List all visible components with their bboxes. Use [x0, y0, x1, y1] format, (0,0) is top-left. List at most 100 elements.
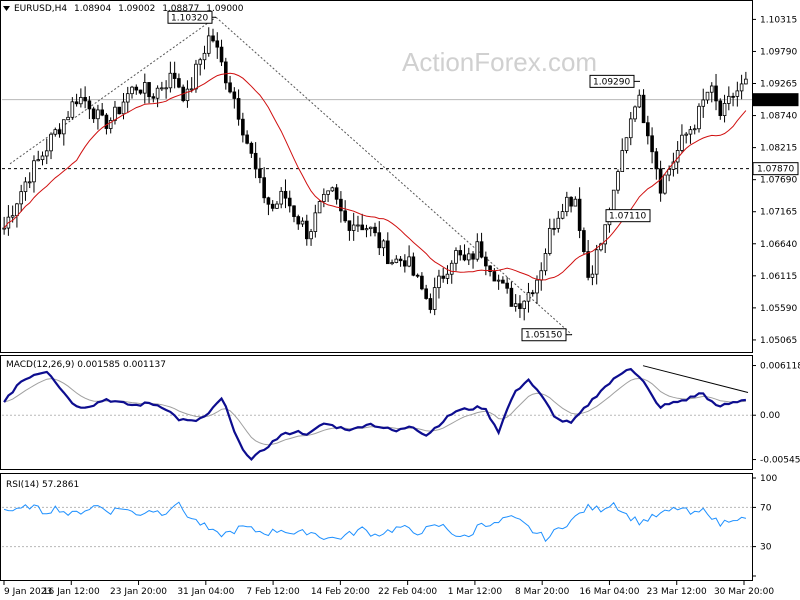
- candle: [398, 255, 403, 267]
- candle: [270, 200, 275, 212]
- candle: [641, 89, 646, 124]
- candle: [151, 93, 156, 103]
- candle: [66, 111, 70, 121]
- time-tick-label: 16 Jan 12:00: [43, 587, 100, 597]
- candle-body: [547, 227, 552, 254]
- candle-body: [309, 231, 313, 240]
- candle: [471, 251, 475, 269]
- candle: [317, 200, 322, 214]
- candle: [343, 200, 347, 223]
- macd-title: MACD(12,26,9) 0.001585 0.001137: [6, 360, 166, 370]
- candle-body: [471, 253, 475, 260]
- candle-body: [177, 78, 181, 88]
- rsi-line: [3, 501, 747, 543]
- price-tick-label: 1.10315: [760, 15, 797, 25]
- candle: [313, 204, 318, 238]
- candle-body: [10, 215, 15, 218]
- candle: [437, 269, 441, 299]
- open-value: 1.08904: [74, 4, 111, 14]
- candle-body: [168, 72, 173, 89]
- candle: [304, 214, 309, 246]
- candle: [535, 275, 539, 305]
- candle: [287, 190, 292, 213]
- candle-body: [727, 95, 731, 104]
- candle: [138, 89, 143, 95]
- candle: [714, 73, 718, 111]
- annotation-label: 1.10320: [171, 13, 208, 23]
- price-tick-label: 1.05065: [760, 336, 797, 346]
- candle-body: [441, 275, 446, 279]
- candle: [202, 45, 207, 70]
- candle-body: [373, 226, 377, 234]
- candle-body: [296, 216, 301, 225]
- candle: [432, 277, 437, 316]
- candle: [189, 77, 194, 93]
- candle: [339, 191, 343, 223]
- candle-body: [539, 270, 544, 281]
- candle-body: [360, 224, 365, 231]
- candle-body: [488, 265, 492, 272]
- candle-body: [420, 275, 424, 290]
- candle: [258, 157, 262, 184]
- candle-body: [705, 91, 710, 101]
- time-tick-label: 9 Jan 2023: [4, 587, 52, 597]
- candle-body: [484, 256, 488, 267]
- candle: [654, 148, 659, 180]
- macd-line: [3, 367, 746, 461]
- candle-body: [223, 61, 228, 84]
- candle-body: [2, 227, 6, 230]
- candle-body: [79, 97, 83, 105]
- candle-body: [684, 133, 688, 136]
- candle-body: [108, 120, 113, 129]
- candle-body: [100, 109, 104, 116]
- candle-body: [577, 198, 582, 231]
- candle: [91, 106, 96, 123]
- price-annotation: 1.07110: [605, 209, 651, 223]
- candle: [198, 57, 203, 76]
- candle-body: [543, 253, 548, 272]
- candle-body: [258, 168, 262, 179]
- price-tick-label: 1.09265: [760, 80, 797, 90]
- candle: [32, 155, 36, 193]
- time-tick-label: 31 Jan 04:00: [177, 587, 234, 597]
- price-tick-label: 1.09790: [760, 47, 797, 57]
- candle: [309, 228, 313, 246]
- candle: [300, 217, 305, 227]
- title-triangle-icon: [3, 6, 10, 11]
- candle-body: [714, 85, 718, 102]
- candle: [709, 82, 714, 103]
- candle-body: [654, 151, 659, 170]
- candle-body: [573, 198, 578, 207]
- candle: [177, 73, 181, 89]
- candle: [70, 97, 75, 120]
- candle: [590, 265, 595, 286]
- candle-body: [83, 97, 87, 102]
- candle-body: [411, 256, 416, 276]
- candle: [462, 244, 467, 262]
- candle-body: [692, 128, 697, 131]
- candle: [441, 267, 446, 283]
- candle: [117, 106, 122, 115]
- time-tick-label: 30 Mar 20:00: [714, 587, 774, 597]
- candle-body: [428, 298, 433, 310]
- candle: [513, 294, 518, 312]
- candle-body: [479, 241, 484, 258]
- candle-body: [228, 82, 232, 93]
- candle-body: [74, 101, 79, 105]
- candle-body: [189, 88, 194, 91]
- candle-body: [458, 250, 463, 256]
- candle: [650, 127, 654, 164]
- candle-body: [701, 99, 706, 107]
- candle: [40, 151, 45, 166]
- candle: [168, 61, 173, 93]
- candle-body: [121, 101, 126, 115]
- candle-body: [526, 292, 531, 302]
- candle-body: [505, 282, 509, 289]
- candle: [543, 248, 548, 276]
- candle: [211, 28, 215, 43]
- candle-body: [91, 108, 96, 120]
- candle: [232, 87, 237, 109]
- candle: [79, 88, 83, 108]
- candle-body: [462, 254, 467, 261]
- candle: [616, 169, 620, 194]
